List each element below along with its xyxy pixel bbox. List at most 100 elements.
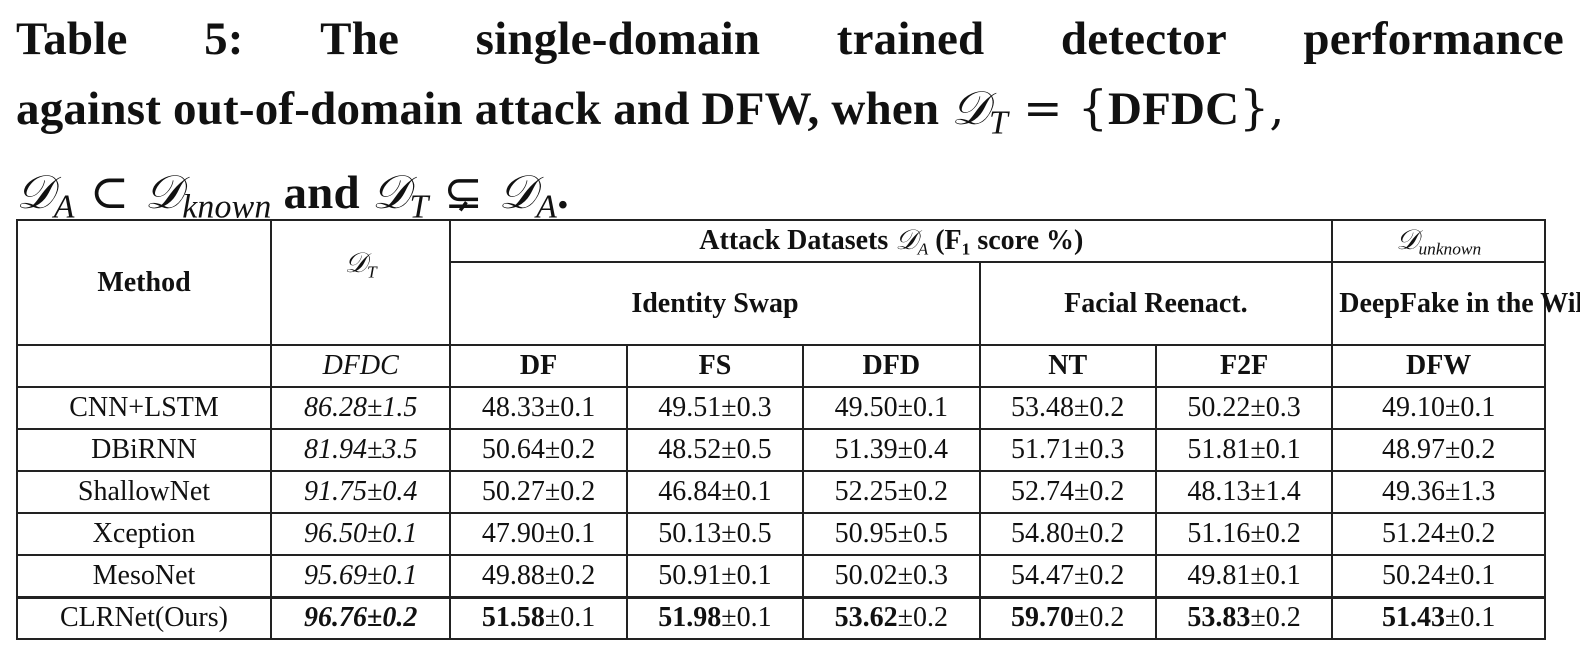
score-cell: 51.43±0.1 — [1331, 595, 1546, 640]
math-symbol-dt: 𝒟 — [951, 81, 989, 136]
dt-score-cell: 96.50±0.1 — [269, 512, 452, 556]
header-row-3: DFDC DF FS DFD NT F2F DFW — [16, 344, 1546, 388]
header-row-2: Identity Swap Facial Reenact. DeepFake i… — [17, 261, 1580, 346]
math-operator: = { — [1007, 81, 1108, 136]
score-cell: 50.91±0.1 — [625, 554, 805, 598]
table-row: DBiRNN 81.94±3.5 50.64±0.2 48.52±0.5 51.… — [16, 428, 1546, 472]
score-error: ±0.2 — [1250, 602, 1301, 634]
score-cell: 46.84±0.1 — [625, 470, 805, 514]
math-symbol-dt: 𝒟 — [371, 165, 410, 221]
method-cell: MesoNet — [16, 554, 272, 598]
score-cell: 49.51±0.3 — [625, 386, 805, 430]
score-cell: 59.70±0.2 — [978, 595, 1157, 640]
caption-word: The — [320, 13, 400, 65]
dt-header: 𝒟T — [269, 219, 452, 346]
score-main: 51.98 — [658, 602, 722, 634]
attack-header-text: score %) — [970, 224, 1084, 256]
math-symbol-da: 𝒟 — [895, 222, 918, 256]
table-row: MesoNet 95.69±0.1 49.88±0.2 50.91±0.1 50… — [16, 554, 1546, 598]
score-cell: 49.50±0.1 — [802, 386, 981, 430]
score-main: 51.43 — [1381, 602, 1445, 634]
score-cell: 48.33±0.1 — [449, 386, 628, 430]
score-cell: 52.74±0.2 — [978, 470, 1157, 514]
results-table: Method 𝒟T Attack Datasets 𝒟A (F1 score %… — [16, 219, 1580, 640]
header-row-1: Method 𝒟T Attack Datasets 𝒟A (F1 score %… — [16, 219, 1546, 346]
method-header: Method — [16, 219, 272, 346]
caption-word: detector — [1060, 13, 1227, 65]
method-cell: CNN+LSTM — [16, 386, 272, 430]
score-cell: 49.10±0.1 — [1331, 386, 1546, 430]
math-symbol-da: 𝒟 — [16, 165, 54, 221]
score-error: ±0.1 — [544, 602, 596, 634]
math-subscript: A — [53, 188, 75, 226]
math-operator: ⊊ — [428, 165, 499, 221]
score-cell: 50.24±0.1 — [1331, 554, 1546, 598]
math-operator: ⊂ — [74, 165, 145, 221]
column-header-fs: FS — [625, 344, 805, 388]
dt-score-cell: 91.75±0.4 — [269, 470, 452, 514]
dt-score-cell: 96.76±0.2 — [269, 595, 452, 640]
score-main: 96.76 — [304, 602, 367, 634]
score-cell: 50.13±0.5 — [625, 512, 805, 556]
table-row: CNN+LSTM 86.28±1.5 48.33±0.1 49.51±0.3 4… — [16, 386, 1546, 430]
score-cell: 51.71±0.3 — [978, 428, 1157, 472]
math-subscript: 1 — [961, 239, 971, 259]
score-cell: 51.81±0.1 — [1154, 428, 1334, 472]
caption-word: trained — [836, 13, 985, 65]
math-subscript: A — [536, 188, 557, 226]
dt-score-cell: 81.94±3.5 — [269, 428, 452, 472]
attack-datasets-header: Attack Datasets 𝒟A (F1 score %) — [449, 219, 1334, 263]
score-error: ±0.1 — [721, 602, 772, 634]
method-cell: Xception — [16, 512, 272, 556]
dt-score-cell: 95.69±0.1 — [269, 554, 452, 598]
math-symbol-dunknown: 𝒟 — [1396, 222, 1419, 256]
score-cell: 51.58±0.1 — [449, 595, 628, 640]
method-cell: ShallowNet — [16, 470, 272, 514]
score-main: 59.70 — [1011, 602, 1075, 634]
score-main: 53.83 — [1187, 602, 1251, 634]
score-cell: 52.25±0.2 — [802, 470, 981, 514]
score-cell: 48.97±0.2 — [1331, 428, 1546, 472]
math-subscript: T — [988, 104, 1008, 142]
math-operator: }, — [1239, 81, 1285, 136]
math-symbol-da: 𝒟 — [498, 165, 537, 221]
score-cell: 48.13±1.4 — [1154, 470, 1334, 514]
score-error: ±0.2 — [897, 602, 949, 634]
math-subscript: T — [367, 262, 377, 282]
dt-value-header: DFDC — [269, 344, 452, 388]
identity-swap-header: Identity Swap — [449, 261, 981, 346]
caption-word: 5: — [204, 13, 244, 65]
method-cell: CLRNet(Ours) — [16, 595, 272, 640]
deepfake-wild-header: DeepFake in the Wild — [1331, 261, 1580, 346]
column-header-dfw: DFW — [1331, 344, 1546, 388]
column-header-f2f: F2F — [1154, 344, 1334, 388]
score-cell: 50.64±0.2 — [449, 428, 628, 472]
caption-word: single-domain — [475, 13, 761, 65]
caption-text: against out-of-domain attack and DFW, wh… — [16, 83, 952, 135]
score-error: ±0.1 — [1444, 602, 1496, 634]
column-header-dfd: DFD — [802, 344, 981, 388]
table-row: Xception 96.50±0.1 47.90±0.1 50.13±0.5 5… — [16, 512, 1546, 556]
score-cell: 49.88±0.2 — [449, 554, 628, 598]
caption-word: Table — [16, 13, 128, 65]
score-cell: 51.39±0.4 — [802, 428, 981, 472]
score-error: ±0.2 — [1074, 602, 1125, 634]
score-cell: 50.02±0.3 — [802, 554, 981, 598]
score-cell: 51.24±0.2 — [1331, 512, 1546, 556]
table-caption: Table 5: The single-domain trained detec… — [16, 4, 1564, 243]
table-row-best: CLRNet(Ours) 96.76±0.2 51.58±0.1 51.98±0… — [16, 595, 1546, 640]
score-cell: 53.48±0.2 — [978, 386, 1157, 430]
caption-line-1: Table 5: The single-domain trained detec… — [16, 4, 1564, 74]
attack-header-text: Attack Datasets — [699, 224, 896, 256]
caption-line-2: against out-of-domain attack and DFW, wh… — [16, 74, 1564, 158]
score-cell: 51.98±0.1 — [625, 595, 805, 640]
column-header-nt: NT — [978, 344, 1157, 388]
caption-text: . — [557, 167, 569, 220]
score-cell: 50.27±0.2 — [449, 470, 628, 514]
score-cell: 54.80±0.2 — [978, 512, 1157, 556]
score-cell: 50.22±0.3 — [1154, 386, 1334, 430]
caption-text: and — [271, 167, 372, 220]
column-header-df: DF — [449, 344, 628, 388]
facial-reenact-header: Facial Reenact. — [978, 261, 1334, 346]
dt-score-cell: 86.28±1.5 — [269, 386, 452, 430]
